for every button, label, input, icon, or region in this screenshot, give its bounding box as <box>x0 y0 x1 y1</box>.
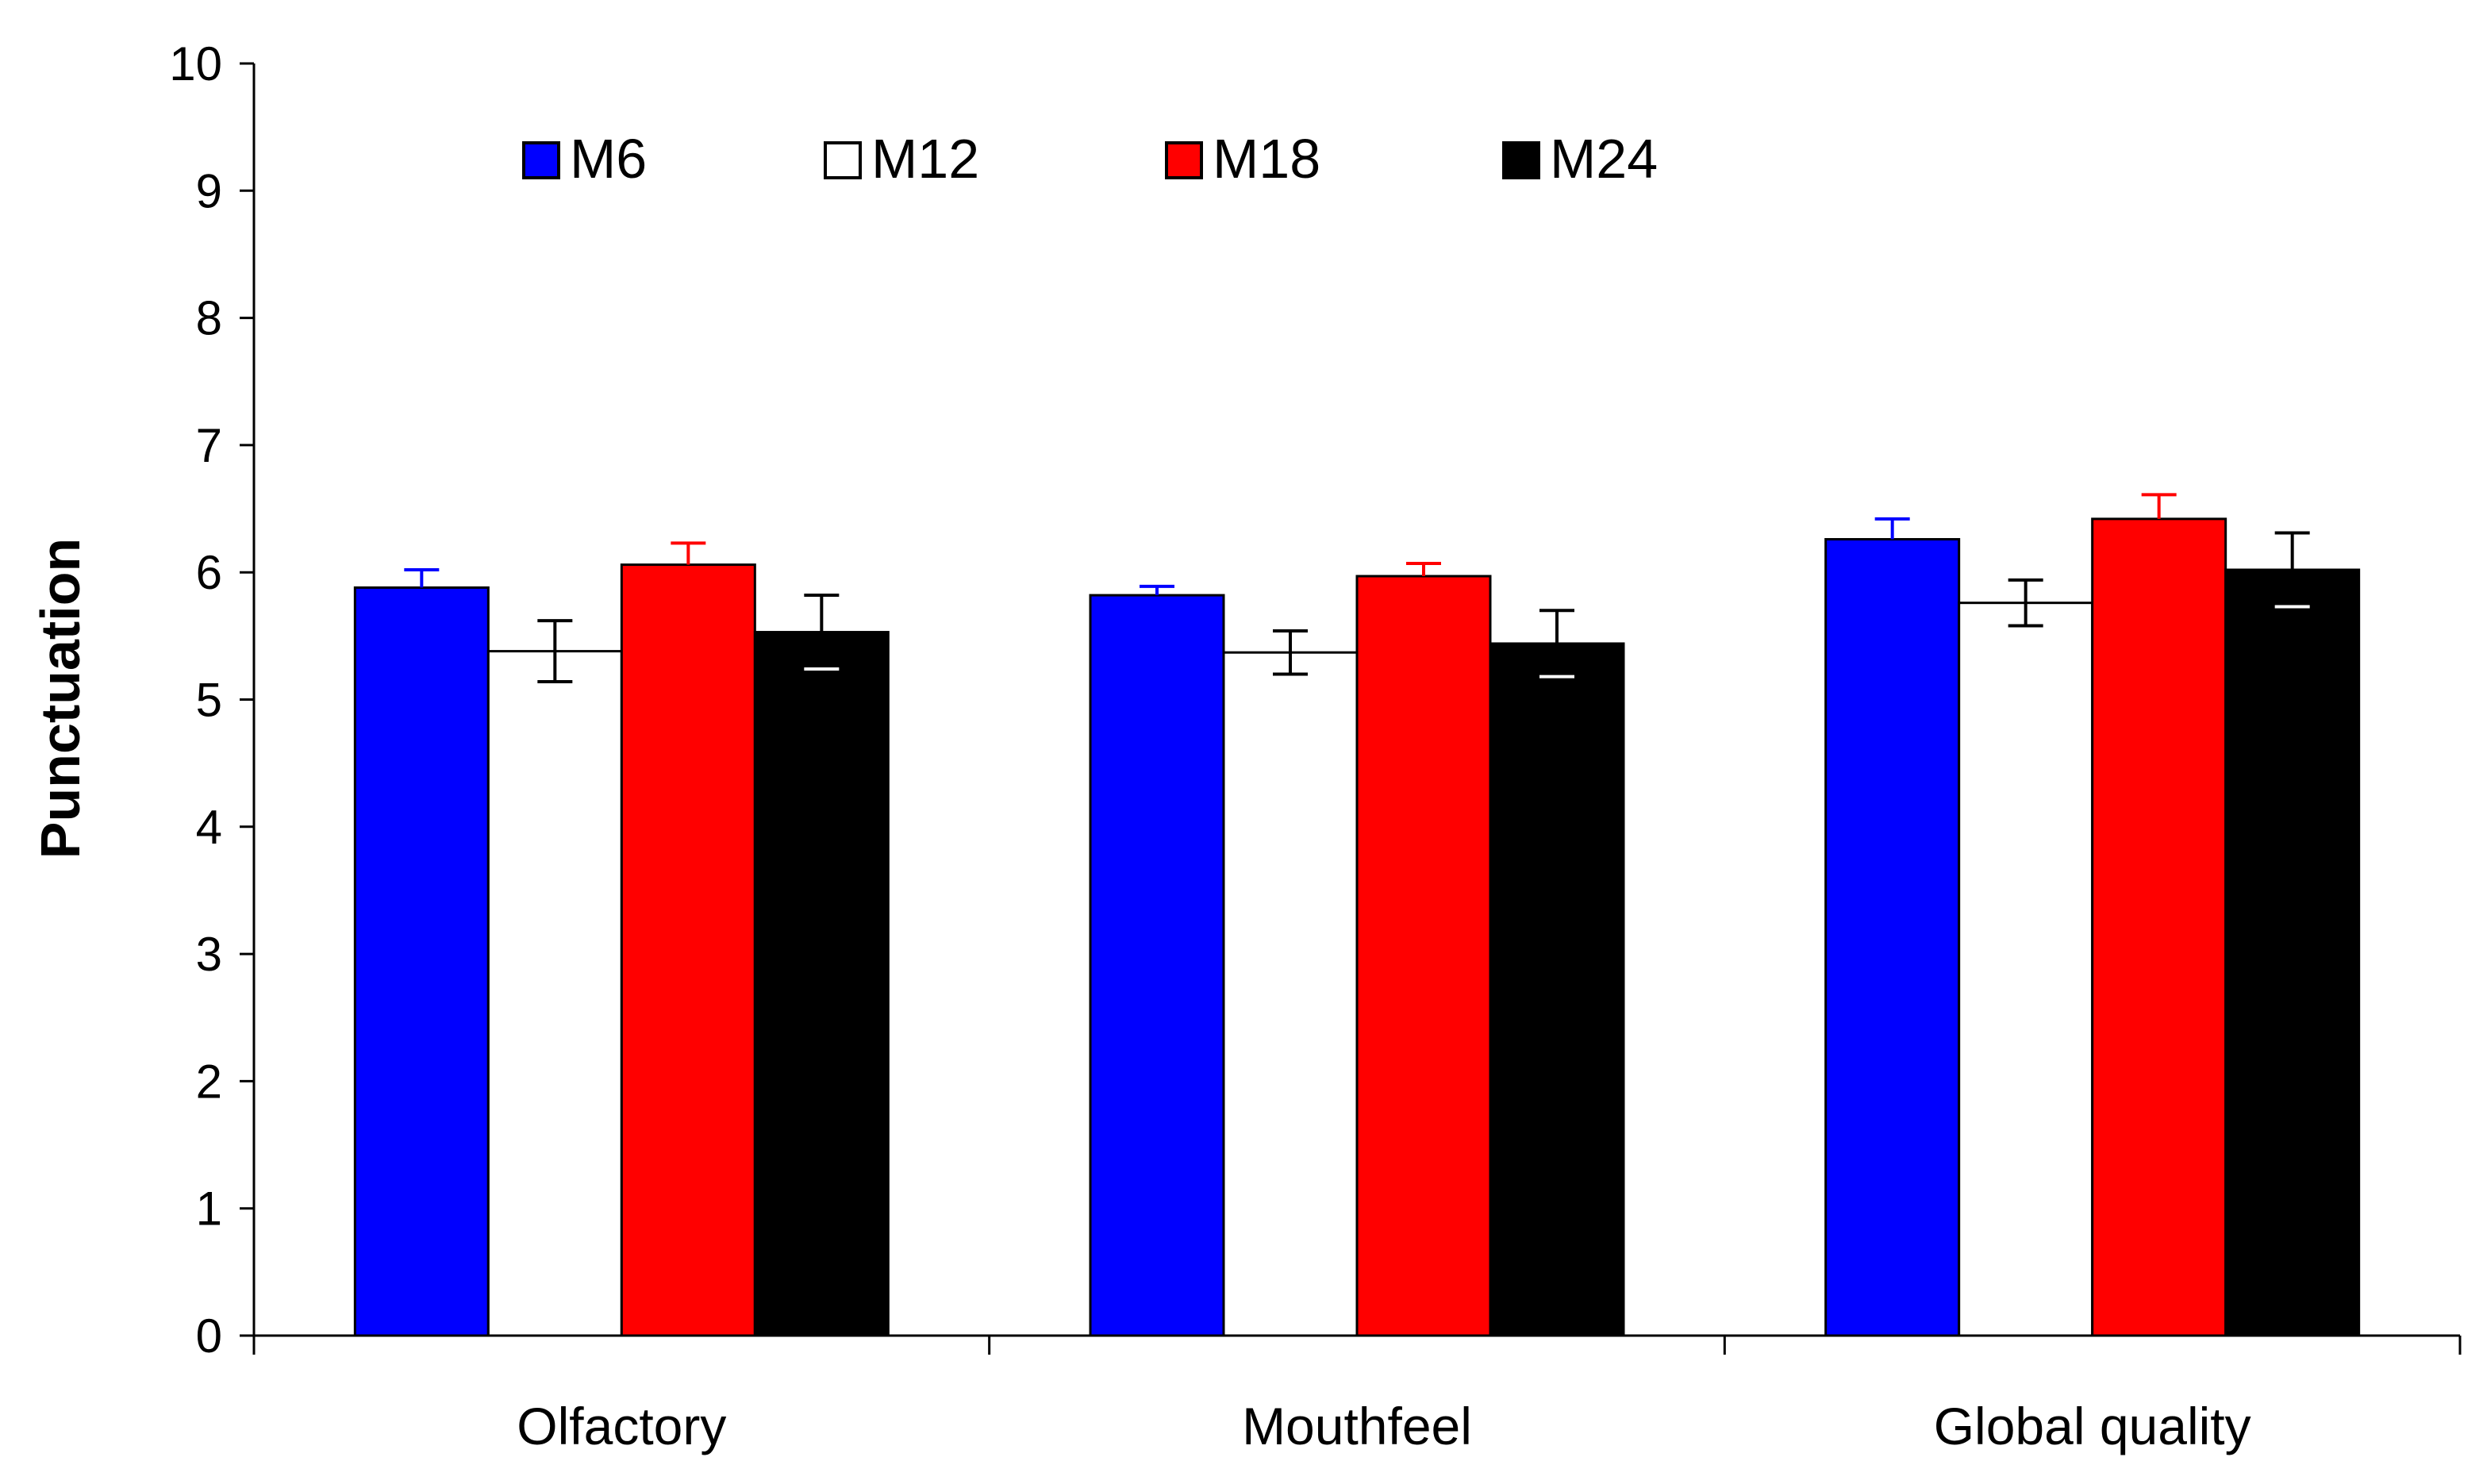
legend-label-m18: M18 <box>1213 128 1320 190</box>
bar-m24 <box>1489 642 1625 1337</box>
bar-m6 <box>1089 594 1225 1337</box>
y-tick-label: 10 <box>169 37 222 90</box>
legend-label-m24: M24 <box>1550 128 1658 190</box>
bar-m6 <box>353 586 490 1337</box>
y-tick-label: 9 <box>196 164 222 217</box>
bar-m12 <box>486 650 623 1337</box>
legend-swatch-m12 <box>824 141 862 179</box>
y-tick-label: 5 <box>196 674 222 727</box>
x-category-label: Olfactory <box>517 1397 726 1455</box>
legend-swatch-m6 <box>522 141 560 179</box>
y-tick-label: 1 <box>196 1182 222 1236</box>
legend-label-m12: M12 <box>871 128 979 190</box>
bar-m18 <box>2091 517 2227 1337</box>
y-tick-label: 4 <box>196 801 222 854</box>
bar-m12 <box>1958 602 2094 1337</box>
y-tick-label: 2 <box>196 1055 222 1108</box>
bar-m12 <box>1222 651 1359 1337</box>
x-category-label: Mouthfeel <box>1242 1397 1472 1455</box>
legend-swatch-m24 <box>1502 141 1540 179</box>
bar-m24 <box>753 631 890 1337</box>
y-tick-label: 7 <box>196 419 222 472</box>
y-tick-label: 8 <box>196 292 222 345</box>
legend-label-m6: M6 <box>570 128 647 190</box>
y-tick-label: 6 <box>196 546 222 599</box>
legend-swatch-m18 <box>1165 141 1203 179</box>
y-tick-label: 3 <box>196 928 222 981</box>
bar-m6 <box>1824 538 1961 1337</box>
bar-m24 <box>2224 568 2361 1337</box>
y-tick-label: 0 <box>196 1309 222 1363</box>
bar-m18 <box>1355 575 1492 1337</box>
x-category-label: Global quality <box>1934 1397 2251 1455</box>
y-axis-title: Punctuation <box>29 538 91 859</box>
bar-m18 <box>620 563 756 1337</box>
